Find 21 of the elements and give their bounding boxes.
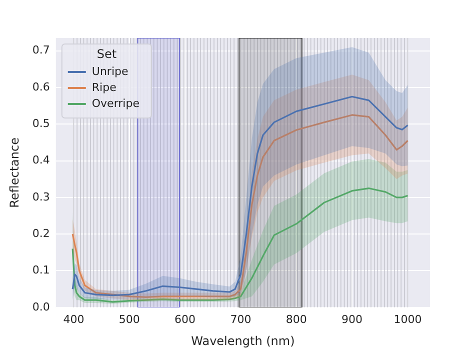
y-axis-title: Reflectance (7, 138, 22, 208)
y-tick-label: 0.2 (32, 226, 50, 240)
x-tick-label: 500 (118, 312, 140, 326)
x-tick-label: 400 (63, 312, 84, 326)
x-axis-title: Wavelength (nm) (191, 334, 295, 348)
y-tick-label: 0.4 (32, 154, 50, 167)
legend-label: Unripe (92, 64, 128, 78)
x-tick-label: 800 (286, 312, 307, 326)
x-tick-label: 700 (230, 312, 252, 326)
y-tick-label: 0.6 (32, 80, 50, 94)
y-tick-label: 0.5 (32, 116, 50, 130)
legend-title: Set (96, 47, 117, 62)
legend-label: Overripe (92, 96, 140, 110)
x-tick-label: 1000 (394, 312, 422, 326)
y-tick-label: 0.0 (32, 300, 50, 314)
y-tick-label: 0.7 (32, 44, 50, 57)
x-tick-label: 600 (174, 312, 196, 326)
x-tick-label: 900 (342, 312, 363, 326)
y-tick-label: 0.3 (32, 190, 50, 204)
y-tick-label: 0.1 (32, 264, 50, 277)
legend-label: Ripe (92, 80, 117, 94)
